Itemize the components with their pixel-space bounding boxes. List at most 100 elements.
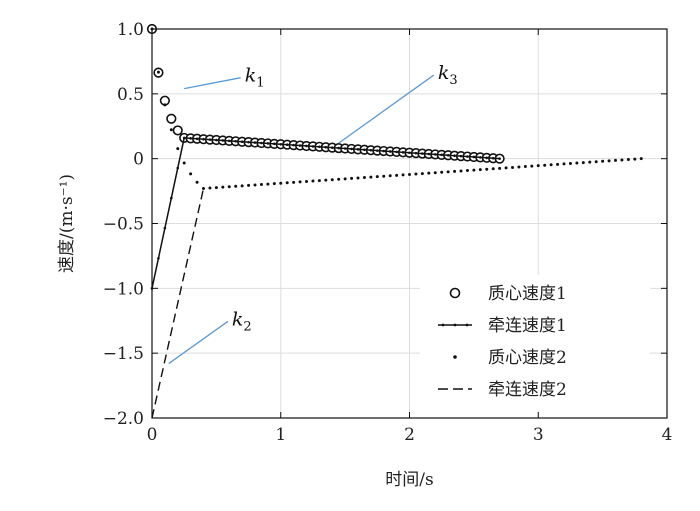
centroid-velocity-2-point [556, 162, 560, 166]
transport-velocity-1-point [266, 142, 270, 145]
legend-label: 牵连速度2 [488, 380, 567, 400]
centroid-velocity-2-point [626, 158, 630, 162]
transport-velocity-1-point [202, 137, 205, 141]
centroid-velocity-2-point [504, 166, 508, 170]
transport-velocity-1-point [491, 156, 495, 160]
transport-velocity-1-point [215, 138, 218, 142]
centroid-velocity-2-point [176, 147, 180, 151]
transport-velocity-1-point [163, 226, 167, 230]
centroid-velocity-2-point [446, 170, 450, 174]
centroid-velocity-2-point [317, 179, 321, 183]
centroid-velocity-2-point [163, 103, 167, 107]
centroid-velocity-2-point [266, 182, 270, 186]
annotation-symbol: k [232, 308, 244, 330]
legend-item: 牵连速度2 [438, 380, 567, 400]
centroid-velocity-2-point [240, 184, 244, 188]
transport-velocity-1-point [176, 166, 180, 170]
centroid-velocity-2-point [581, 161, 585, 165]
centroid-velocity-2-point [356, 176, 360, 180]
centroid-velocity-2-point [375, 175, 379, 179]
y-tick-label: −0.5 [103, 215, 144, 235]
series-centroid-velocity-2 [150, 27, 643, 190]
centroid-velocity-2-point [562, 162, 566, 166]
centroid-velocity-2-point [459, 169, 463, 173]
annotation-label: k3 [438, 62, 458, 88]
transport-velocity-1-point [369, 148, 373, 152]
centroid-velocity-2-point [549, 163, 553, 167]
transport-velocity-1-point [395, 150, 398, 154]
centroid-velocity-2-point [247, 183, 251, 187]
annotation-label: k1 [245, 65, 265, 91]
centroid-velocity-2-point [498, 166, 502, 170]
centroid-velocity-2-point [453, 169, 457, 173]
transport-velocity-1-point [337, 146, 340, 150]
centroid-velocity-2-point [279, 181, 283, 185]
transport-velocity-1-point [485, 156, 489, 160]
centroid-velocity-2-point [639, 157, 643, 161]
centroid-velocity-2-point [214, 186, 218, 190]
centroid-velocity-2-point [568, 161, 572, 165]
centroid-velocity-2-point [594, 160, 598, 164]
centroid-velocity-2-point [614, 158, 617, 162]
transport-velocity-1-point [234, 140, 237, 143]
centroid-velocity-2-point [298, 180, 302, 184]
centroid-velocity-2-point [511, 165, 514, 169]
centroid-velocity-2-point [395, 173, 399, 177]
centroid-velocity-2-point [227, 185, 231, 189]
transport-velocity-1-point [433, 153, 437, 156]
centroid-velocity-2-point [401, 173, 405, 177]
y-axis-label: 速度/(m·s⁻¹) [57, 174, 77, 273]
transport-velocity-1-point [311, 145, 315, 148]
transport-velocity-1-point [446, 153, 450, 157]
y-tick-label: −1.0 [103, 279, 144, 299]
centroid-velocity-2-point [292, 180, 296, 184]
centroid-velocity-2-point [478, 168, 482, 172]
transport-velocity-1-point [195, 137, 199, 141]
centroid-velocity-2-point [388, 174, 392, 178]
transport-velocity-1-point [273, 142, 276, 146]
centroid-velocity-2-point [324, 178, 328, 182]
centroid-velocity-2-point [472, 168, 476, 172]
centroid-velocity-2-point [182, 161, 186, 165]
transport-velocity-1-point [279, 142, 283, 146]
transport-velocity-1-point [466, 155, 469, 158]
centroid-velocity-2-point [195, 180, 199, 184]
centroid-velocity-2-point [305, 179, 308, 183]
y-tick-label: 1.0 [117, 20, 144, 40]
annotation-leader-line [168, 320, 229, 365]
transport-velocity-1-point [453, 154, 456, 158]
x-tick-label: 3 [533, 425, 544, 445]
transport-velocity-1-point [421, 152, 424, 155]
x-tick-label: 4 [662, 425, 673, 445]
transport-velocity-1-point [363, 148, 366, 152]
transport-velocity-1-point [260, 141, 263, 145]
annotation-subscript: 1 [256, 76, 264, 91]
transport-velocity-1-point [285, 143, 289, 146]
centroid-velocity-2-point [607, 159, 611, 163]
transport-velocity-1-point [414, 151, 418, 155]
transport-velocity-1-point [221, 139, 225, 142]
transport-velocity-1-point [208, 138, 212, 141]
series-transport-velocity-2 [151, 188, 205, 419]
centroid-velocity-2-point [369, 175, 373, 179]
centroid-velocity-2-point [633, 157, 637, 161]
legend-label: 质心速度2 [488, 348, 567, 368]
centroid-velocity-2-point [408, 172, 411, 176]
transport-velocity-1-point [408, 151, 411, 155]
centroid-velocity-2-point [491, 167, 495, 171]
centroid-velocity-2-point [530, 164, 534, 168]
legend-item: 牵连速度1 [438, 316, 567, 336]
transport-velocity-1-point [388, 150, 392, 153]
centroid-velocity-2-point [169, 128, 173, 132]
transport-velocity-1-point [305, 144, 308, 148]
centroid-velocity-2-point [253, 183, 257, 187]
centroid-velocity-2-point [485, 167, 489, 171]
annotation-symbol: k [438, 62, 450, 84]
y-tick-label: −2.0 [103, 409, 144, 429]
centroid-velocity-2-point [259, 183, 263, 187]
centroid-velocity-2-point [272, 182, 276, 186]
centroid-velocity-2-point [420, 172, 424, 176]
legend-marker-dot [453, 323, 457, 327]
